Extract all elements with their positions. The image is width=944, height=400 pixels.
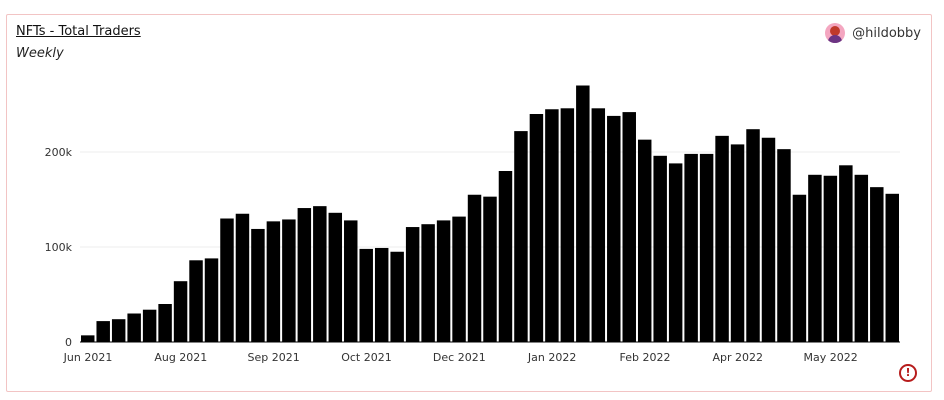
bar[interactable] [715, 135, 729, 342]
bar[interactable] [591, 108, 606, 342]
chart-title[interactable]: NFTs - Total Traders [16, 24, 141, 39]
bar[interactable] [374, 247, 389, 342]
x-tick-label: Sep 2021 [248, 351, 300, 364]
bar[interactable] [359, 248, 373, 342]
y-tick-label: 100k [45, 241, 73, 254]
bar[interactable] [235, 213, 250, 342]
bar[interactable] [622, 112, 636, 342]
bar[interactable] [637, 139, 652, 342]
bar[interactable] [173, 281, 188, 342]
bar[interactable] [96, 321, 110, 342]
bar[interactable] [668, 163, 683, 342]
x-tick-label: Apr 2022 [713, 351, 764, 364]
bar[interactable] [823, 175, 838, 342]
x-tick-label: Jun 2021 [63, 351, 113, 364]
bar[interactable] [870, 187, 884, 342]
x-tick-label: Oct 2021 [341, 351, 392, 364]
bar[interactable] [266, 221, 281, 342]
bar[interactable] [545, 109, 559, 342]
author-link[interactable]: @hildobby [825, 23, 921, 43]
bar[interactable] [761, 137, 776, 342]
bar[interactable] [839, 165, 853, 342]
x-tick-label: Jan 2022 [527, 351, 576, 364]
bar[interactable] [390, 251, 404, 342]
bar[interactable] [282, 219, 296, 342]
bar[interactable] [251, 228, 265, 342]
bar[interactable] [792, 194, 807, 342]
bar[interactable] [576, 85, 590, 343]
bar[interactable] [467, 194, 482, 342]
bar[interactable] [777, 149, 791, 342]
bar[interactable] [127, 313, 141, 343]
bar[interactable] [483, 196, 497, 342]
bar[interactable] [204, 258, 219, 342]
bar[interactable] [421, 224, 435, 342]
bar[interactable] [684, 153, 698, 342]
x-tick-label: Feb 2022 [619, 351, 670, 364]
author-name: @hildobby [852, 25, 921, 41]
x-tick-label: Dec 2021 [433, 351, 486, 364]
bar[interactable] [405, 227, 420, 342]
bar[interactable] [452, 216, 466, 342]
bar[interactable] [514, 131, 528, 342]
bar[interactable] [81, 335, 95, 342]
x-tick-label: May 2022 [804, 351, 858, 364]
bar[interactable] [158, 304, 172, 342]
bar[interactable] [885, 193, 899, 342]
y-tick-label: 0 [65, 336, 72, 349]
bar[interactable] [297, 208, 312, 342]
user-avatar-icon [825, 23, 846, 43]
bar[interactable] [699, 153, 714, 342]
chart-subtitle: Weekly [16, 46, 64, 61]
bar[interactable] [498, 171, 513, 342]
bar[interactable] [220, 218, 234, 343]
bar[interactable] [189, 260, 203, 342]
bar[interactable] [653, 155, 667, 342]
bar[interactable] [607, 115, 621, 343]
bar[interactable] [142, 309, 157, 342]
bar[interactable] [560, 108, 575, 342]
bar[interactable] [854, 174, 869, 342]
bar[interactable] [344, 220, 358, 342]
exclamation-circle-icon[interactable]: ! [899, 364, 917, 382]
bar[interactable] [529, 114, 544, 342]
bar[interactable] [808, 174, 822, 342]
y-tick-label: 200k [45, 146, 73, 159]
bar[interactable] [730, 144, 745, 342]
bar[interactable] [313, 206, 327, 342]
bar[interactable] [328, 212, 343, 342]
x-tick-label: Aug 2021 [154, 351, 207, 364]
bar[interactable] [436, 220, 451, 342]
bar[interactable] [746, 129, 760, 342]
bar[interactable] [111, 319, 126, 342]
